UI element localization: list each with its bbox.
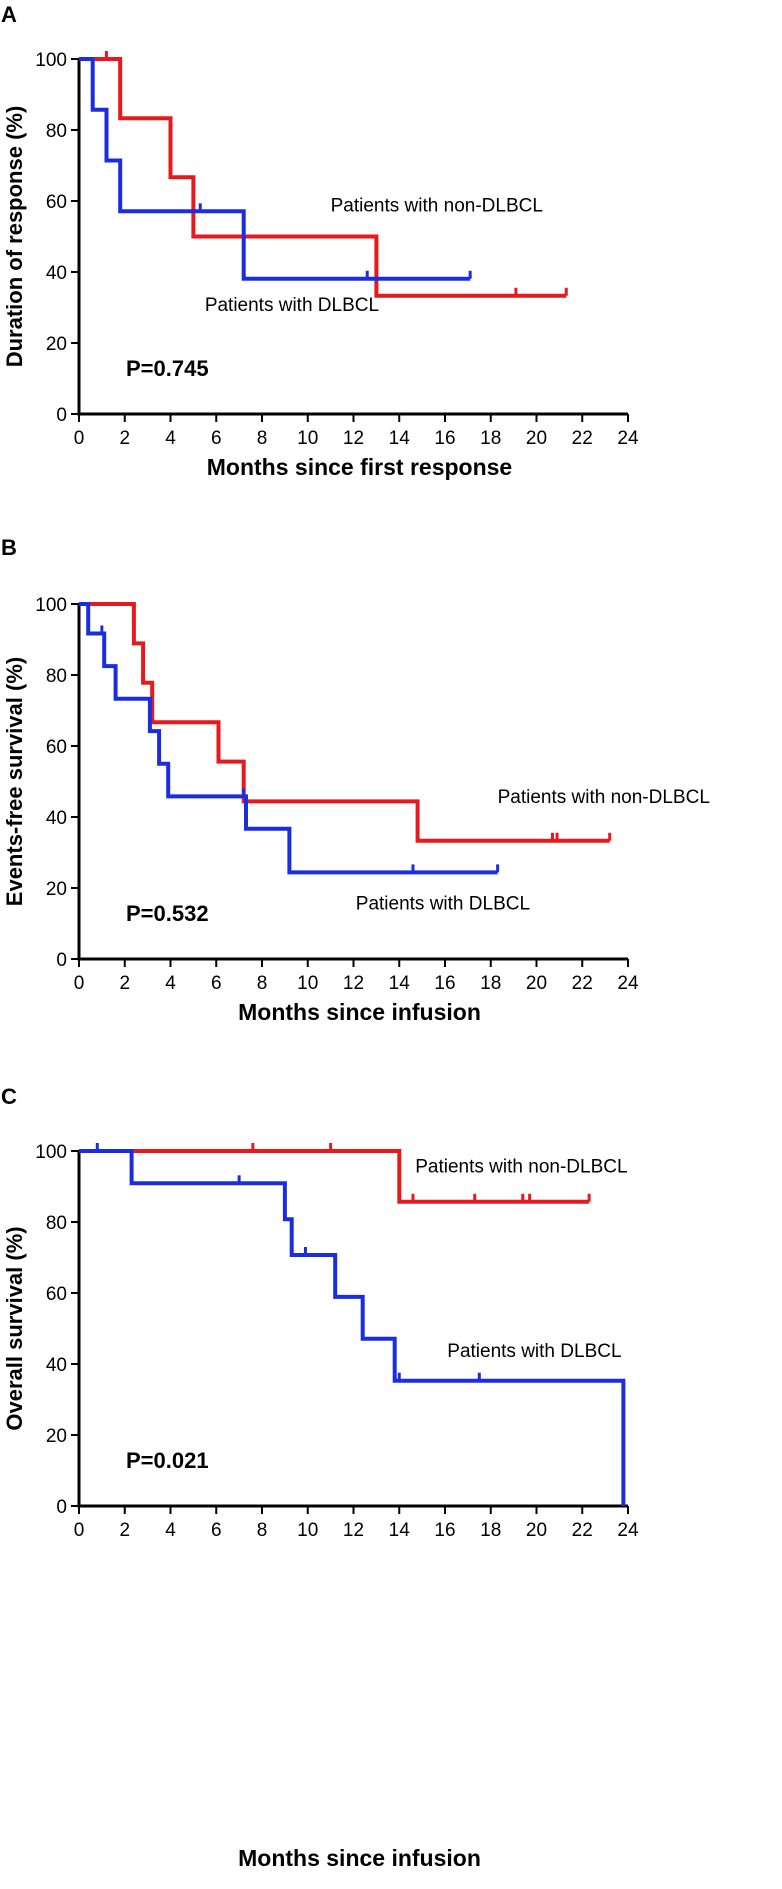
panel-b: B0 2 4 6 8 10 12 14 16 18 20 22 24020406080100Months… [1, 535, 710, 1025]
y-tick-label: 80 [46, 666, 67, 687]
x-tick-label: 10 [297, 973, 318, 994]
panel-letter: A [1, 2, 17, 27]
x-tick-label: 2 [119, 428, 130, 449]
x-tick-label: 0 [74, 973, 85, 994]
x-tick-label: 18 [480, 1520, 501, 1541]
survival-curve-non-dlbcl [79, 1149, 590, 1204]
y-tick-label: 80 [46, 1213, 67, 1234]
x-axis-title: Months since infusion [238, 1845, 481, 1871]
y-tick-label: 0 [56, 405, 67, 426]
y-tick-label: 0 [56, 1497, 67, 1518]
p-value: P=0.745 [126, 356, 209, 381]
x-tick-label: 2 [119, 973, 130, 994]
y-axis-title: Overall survival (%) [2, 1226, 27, 1430]
y-tick-label: 100 [35, 595, 67, 616]
y-tick-label: 40 [46, 1355, 67, 1376]
x-tick-label: 8 [257, 973, 268, 994]
series-label-dlbcl: Patients with DLBCL [205, 295, 379, 316]
y-tick-label: 100 [35, 1142, 67, 1163]
x-tick-label: 0 [74, 428, 85, 449]
x-tick-label: 18 [480, 428, 501, 449]
y-axis-title: Duration of response (%) [2, 106, 27, 368]
x-tick-label: 10 [297, 428, 318, 449]
survival-curve-dlbcl [79, 1149, 626, 1506]
series-label-non-dlbcl: Patients with non-DLBCL [331, 196, 543, 217]
x-tick-label: 24 [617, 428, 639, 449]
survival-curve-non-dlbcl [79, 57, 567, 298]
x-tick-label: 10 [297, 1520, 318, 1541]
x-tick-label: 6 [211, 428, 222, 449]
y-tick-label: 60 [46, 737, 67, 758]
y-tick-label: 40 [46, 263, 67, 284]
x-tick-label: 24 [617, 1520, 639, 1541]
x-tick-label: 14 [389, 1520, 411, 1541]
panel-letter: C [1, 1084, 17, 1109]
x-tick-label: 4 [165, 973, 176, 994]
survival-curve-dlbcl [79, 57, 471, 281]
y-tick-label: 20 [46, 1426, 67, 1447]
y-tick-label: 20 [46, 879, 67, 900]
panel-c: C0 2 4 6 8 10 12 14 16 18 20 22 24020406080100Months… [1, 1084, 639, 1871]
x-tick-label: 14 [389, 428, 411, 449]
x-tick-label: 0 [74, 1520, 85, 1541]
y-tick-label: 40 [46, 808, 67, 829]
x-tick-label: 22 [572, 428, 593, 449]
x-tick-label: 14 [389, 973, 411, 994]
p-value: P=0.021 [126, 1448, 209, 1473]
x-tick-label: 6 [211, 973, 222, 994]
x-tick-label: 12 [343, 973, 364, 994]
x-tick-label: 16 [434, 1520, 455, 1541]
series-label-non-dlbcl: Patients with non-DLBCL [498, 787, 710, 808]
y-tick-label: 60 [46, 192, 67, 213]
panel-letter: B [1, 535, 17, 560]
series-label-non-dlbcl: Patients with non-DLBCL [415, 1156, 627, 1177]
x-axis-title: Months since infusion [238, 999, 481, 1025]
x-tick-label: 22 [572, 973, 593, 994]
y-axis-title: Events-free survival (%) [2, 657, 27, 906]
p-value: P=0.532 [126, 901, 209, 926]
x-tick-label: 2 [119, 1520, 130, 1541]
x-axis-title: Months since first response [207, 454, 512, 480]
x-tick-label: 20 [526, 1520, 547, 1541]
x-tick-label: 6 [211, 1520, 222, 1541]
x-tick-label: 12 [343, 1520, 364, 1541]
x-tick-label: 4 [165, 428, 176, 449]
x-tick-label: 4 [165, 1520, 176, 1541]
x-tick-label: 24 [617, 973, 639, 994]
y-tick-label: 60 [46, 1284, 67, 1305]
series-label-dlbcl: Patients with DLBCL [356, 893, 530, 914]
x-tick-label: 18 [480, 973, 501, 994]
y-tick-label: 0 [56, 950, 67, 971]
x-tick-label: 12 [343, 428, 364, 449]
panel-a: A0 2 4 6 8 10 12 14 16 18 20 22 24020406080100Months… [1, 2, 639, 480]
x-tick-label: 16 [434, 428, 455, 449]
x-tick-label: 22 [572, 1520, 593, 1541]
x-tick-label: 8 [257, 428, 268, 449]
x-tick-label: 20 [526, 428, 547, 449]
y-tick-label: 80 [46, 121, 67, 142]
series-label-dlbcl: Patients with DLBCL [447, 1341, 621, 1362]
x-tick-label: 8 [257, 1520, 268, 1541]
x-tick-label: 16 [434, 973, 455, 994]
x-tick-label: 20 [526, 973, 547, 994]
survival-curve-dlbcl [79, 602, 498, 875]
survival-curve-non-dlbcl [79, 602, 610, 843]
y-tick-label: 20 [46, 334, 67, 355]
y-tick-label: 100 [35, 50, 67, 71]
